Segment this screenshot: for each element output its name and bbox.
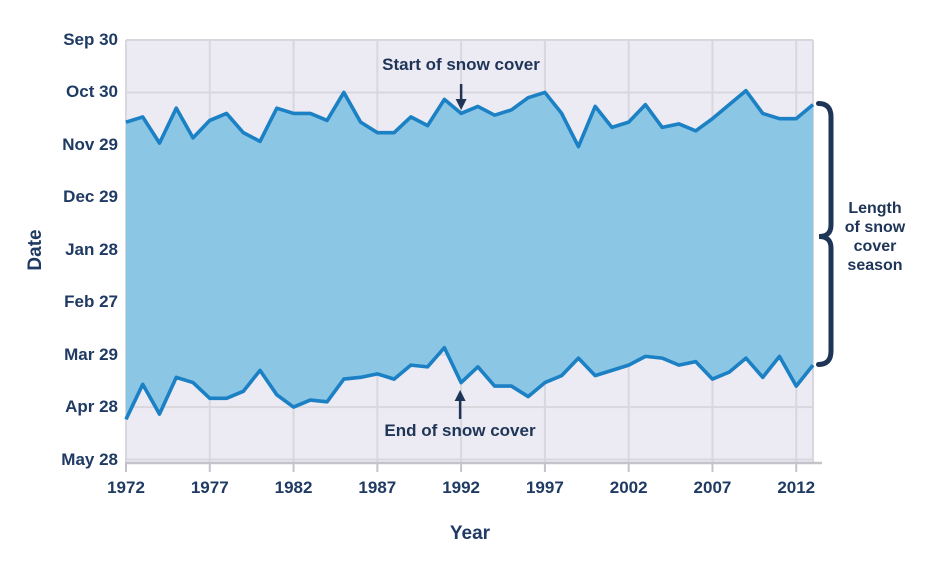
y-axis-tick-label: Oct 30	[66, 82, 118, 102]
end-annotation-arrowhead-icon	[454, 390, 466, 401]
season-length-bracket-label: Length of snow cover season	[844, 200, 906, 274]
x-axis-tick-label: 2002	[609, 478, 648, 497]
y-axis-tick-label: May 28	[61, 449, 118, 469]
y-axis-tick-label: Jan 28	[65, 239, 118, 259]
snow-cover-season-area	[126, 90, 813, 420]
y-axis-tick-label: Apr 28	[65, 397, 118, 417]
x-axis-tick-label: 2012	[777, 478, 816, 497]
y-axis-title: Date	[25, 229, 46, 271]
x-axis-tick-label: 1977	[190, 478, 229, 497]
x-axis-tick-label: 1982	[274, 478, 313, 497]
y-axis-tick-label: Dec 29	[63, 187, 118, 207]
start-of-snow-cover-annotation: Start of snow cover	[382, 55, 540, 74]
start-annotation-arrowhead-icon	[455, 99, 467, 110]
x-axis-title: Year	[449, 523, 491, 544]
x-axis-tick-label: 2007	[693, 478, 732, 497]
y-axis-tick-label: Feb 27	[64, 292, 118, 312]
x-axis-tick-label: 1972	[107, 478, 145, 497]
y-axis-tick-label: Sep 30	[63, 30, 118, 49]
x-axis-tick-label: 1987	[358, 478, 397, 497]
x-axis-tick-label: 1992	[442, 478, 481, 497]
y-axis-tick-label: Mar 29	[64, 344, 118, 364]
end-of-snow-cover-annotation: End of snow cover	[384, 421, 536, 440]
season-length-brace-icon	[816, 101, 834, 367]
start-of-snow-cover-line	[125, 88, 815, 149]
x-axis-tick-label: 1997	[525, 478, 564, 497]
y-axis-tick-label: Nov 29	[62, 134, 118, 154]
end-of-snow-cover-line	[124, 345, 815, 421]
